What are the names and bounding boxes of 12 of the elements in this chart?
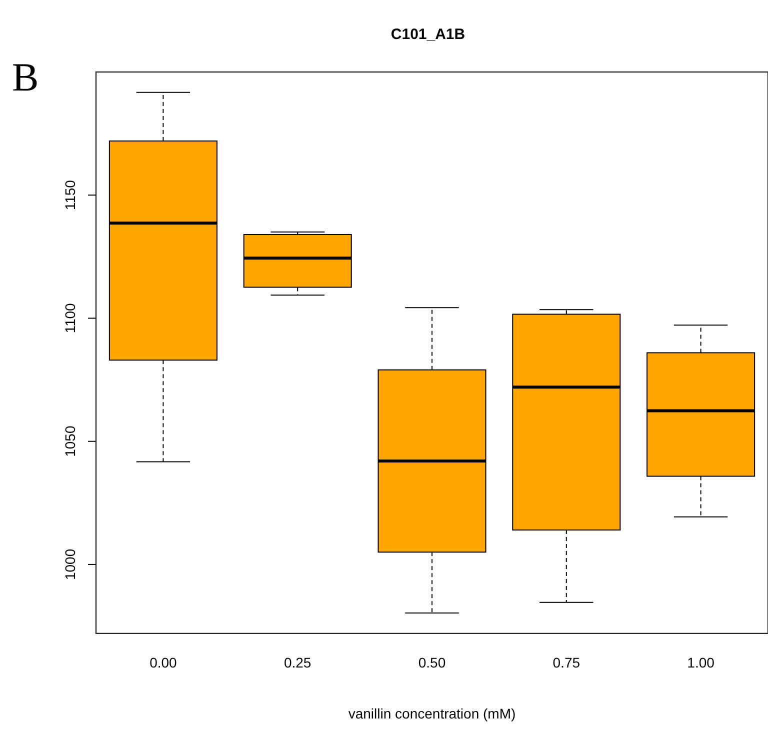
x-tick-label: 0.25 <box>284 654 312 671</box>
x-tick-label: 1.00 <box>687 654 715 671</box>
x-tick-label: 0.00 <box>150 654 178 671</box>
y-tick-label: 1150 <box>62 180 78 210</box>
text: B <box>12 54 39 100</box>
x-axis-title: vanillin concentration (mM) <box>348 705 516 722</box>
chart-title: C101_A1B <box>390 26 466 44</box>
y-tick-label: 1000 <box>62 548 78 580</box>
x-tick-label: 0.50 <box>418 654 446 671</box>
y-tick-label: 1050 <box>62 426 78 457</box>
x-tick-label: 0.75 <box>552 654 580 671</box>
y-tick-label: 1100 <box>62 302 78 334</box>
